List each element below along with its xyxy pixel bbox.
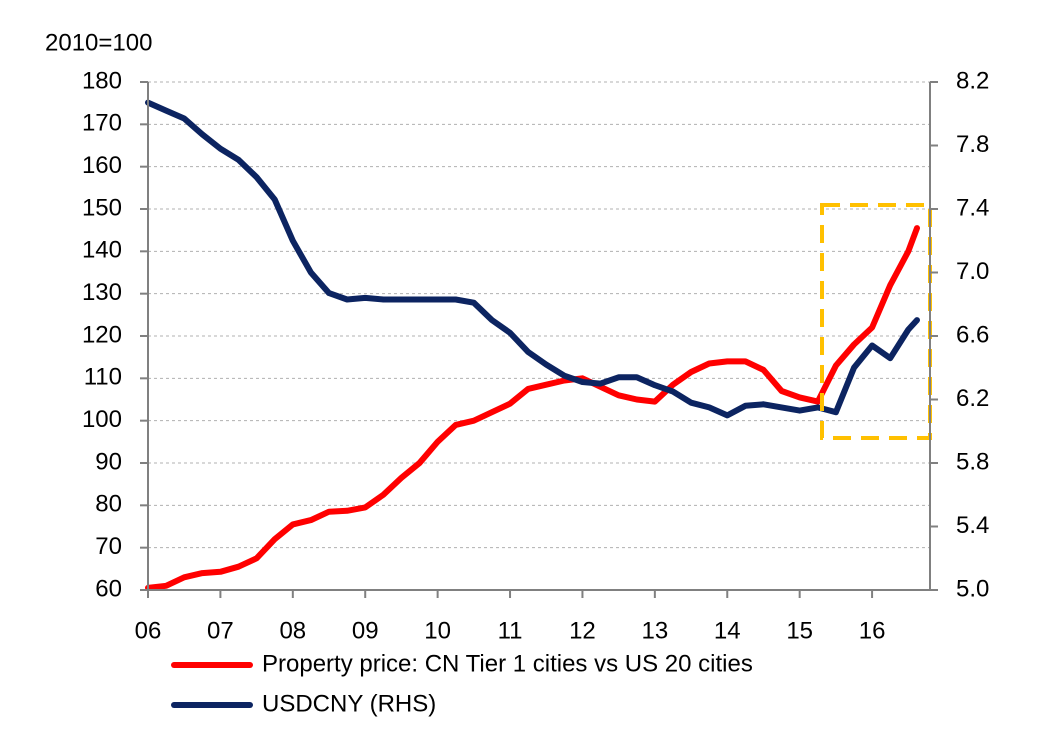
y-tick-label: 180 bbox=[82, 67, 122, 94]
y2-tick-label: 7.8 bbox=[956, 131, 989, 158]
y-tick-label: 130 bbox=[82, 279, 122, 306]
y-tick-label: 110 bbox=[84, 364, 122, 391]
y2-tick-label: 7.0 bbox=[956, 258, 989, 285]
y2-tick-label: 5.0 bbox=[956, 575, 989, 602]
x-tick-label: 14 bbox=[714, 617, 741, 644]
x-tick-label: 06 bbox=[135, 617, 162, 644]
grid bbox=[148, 81, 930, 591]
x-tick-label: 15 bbox=[786, 617, 813, 644]
legend-label: USDCNY (RHS) bbox=[262, 690, 436, 717]
y2-tick-label: 8.2 bbox=[956, 67, 989, 94]
y-tick-label: 90 bbox=[95, 448, 122, 475]
y-tick-label: 60 bbox=[95, 575, 122, 602]
series-line bbox=[145, 99, 920, 419]
x-tick-label: 09 bbox=[352, 617, 379, 644]
y-tick-label: 170 bbox=[82, 110, 122, 137]
axes: 60 70 80 90 100 110 120 130 140 150 160 170 180 5.0 5.… bbox=[82, 67, 989, 644]
y2-tick-label: 6.2 bbox=[956, 385, 989, 412]
y-tick-label: 150 bbox=[82, 194, 122, 221]
x-tick-label: 08 bbox=[279, 617, 306, 644]
y2-tick-label: 5.4 bbox=[956, 512, 989, 539]
legend-label: Property price: CN Tier 1 cities vs US 2… bbox=[262, 650, 753, 677]
y-tick-label: 140 bbox=[82, 237, 122, 264]
y2-tick-label: 7.4 bbox=[956, 194, 989, 221]
y-tick-label: 70 bbox=[95, 533, 122, 560]
lines bbox=[145, 99, 920, 591]
x-tick-label: 07 bbox=[207, 617, 234, 644]
y2-tick-label: 6.6 bbox=[956, 321, 989, 348]
y-tick-label: 120 bbox=[82, 321, 122, 348]
x-tick-label: 13 bbox=[642, 617, 669, 644]
x-tick-label: 11 bbox=[498, 617, 523, 644]
x-tick-label: 16 bbox=[859, 617, 886, 644]
series-line bbox=[145, 225, 920, 591]
y-tick-label: 100 bbox=[82, 406, 122, 433]
y2-tick-label: 5.8 bbox=[956, 448, 989, 475]
y-tick-label: 80 bbox=[95, 491, 122, 518]
x-tick-label: 10 bbox=[424, 617, 451, 644]
x-tick-label: 12 bbox=[569, 617, 596, 644]
y-tick-label: 160 bbox=[82, 152, 122, 179]
y-axis-label: 2010=100 bbox=[45, 29, 152, 56]
